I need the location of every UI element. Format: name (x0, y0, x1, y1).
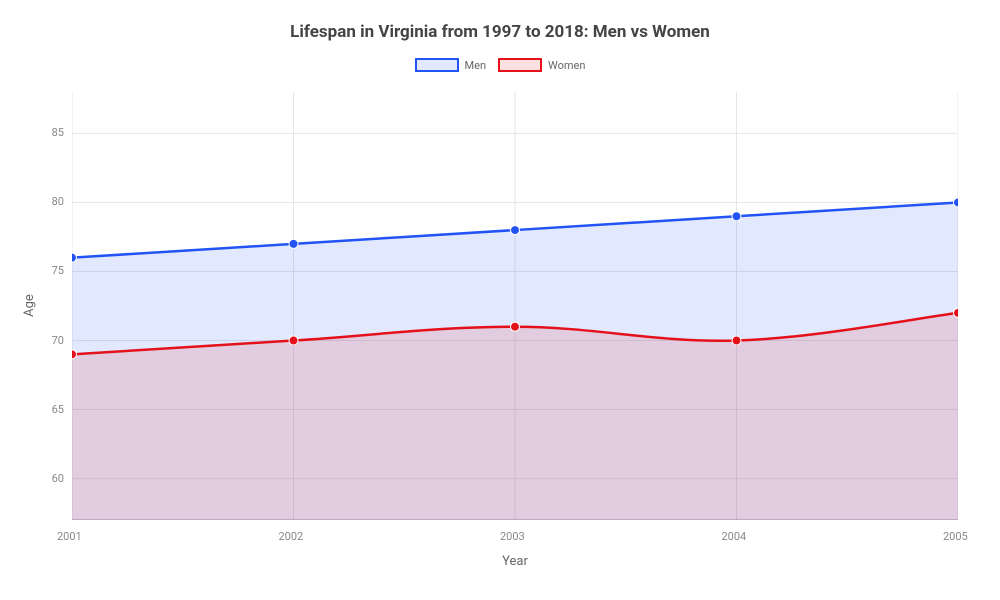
legend-label-women: Women (548, 59, 585, 72)
legend-item-men[interactable]: Men (415, 58, 487, 72)
x-tick-label: 2004 (722, 530, 747, 543)
x-tick-label: 2003 (500, 530, 525, 543)
chart-plot (72, 92, 958, 520)
y-tick-label: 60 (52, 472, 64, 485)
x-tick-label: 2002 (279, 530, 304, 543)
chart-title: Lifespan in Virginia from 1997 to 2018: … (0, 0, 1000, 42)
y-tick-label: 80 (52, 195, 64, 208)
y-tick-label: 85 (52, 126, 64, 139)
legend-label-men: Men (465, 59, 487, 72)
chart-container: Lifespan in Virginia from 1997 to 2018: … (0, 0, 1000, 600)
y-tick-label: 75 (52, 264, 64, 277)
x-tick-label: 2001 (57, 530, 82, 543)
y-axis-label: Age (22, 294, 37, 317)
legend-swatch-men (415, 58, 459, 72)
y-tick-label: 65 (52, 403, 64, 416)
x-tick-label: 2005 (943, 530, 968, 543)
legend-item-women[interactable]: Women (498, 58, 585, 72)
legend: Men Women (0, 58, 1000, 72)
x-axis-label: Year (465, 554, 565, 569)
legend-swatch-women (498, 58, 542, 72)
y-tick-label: 70 (52, 334, 64, 347)
